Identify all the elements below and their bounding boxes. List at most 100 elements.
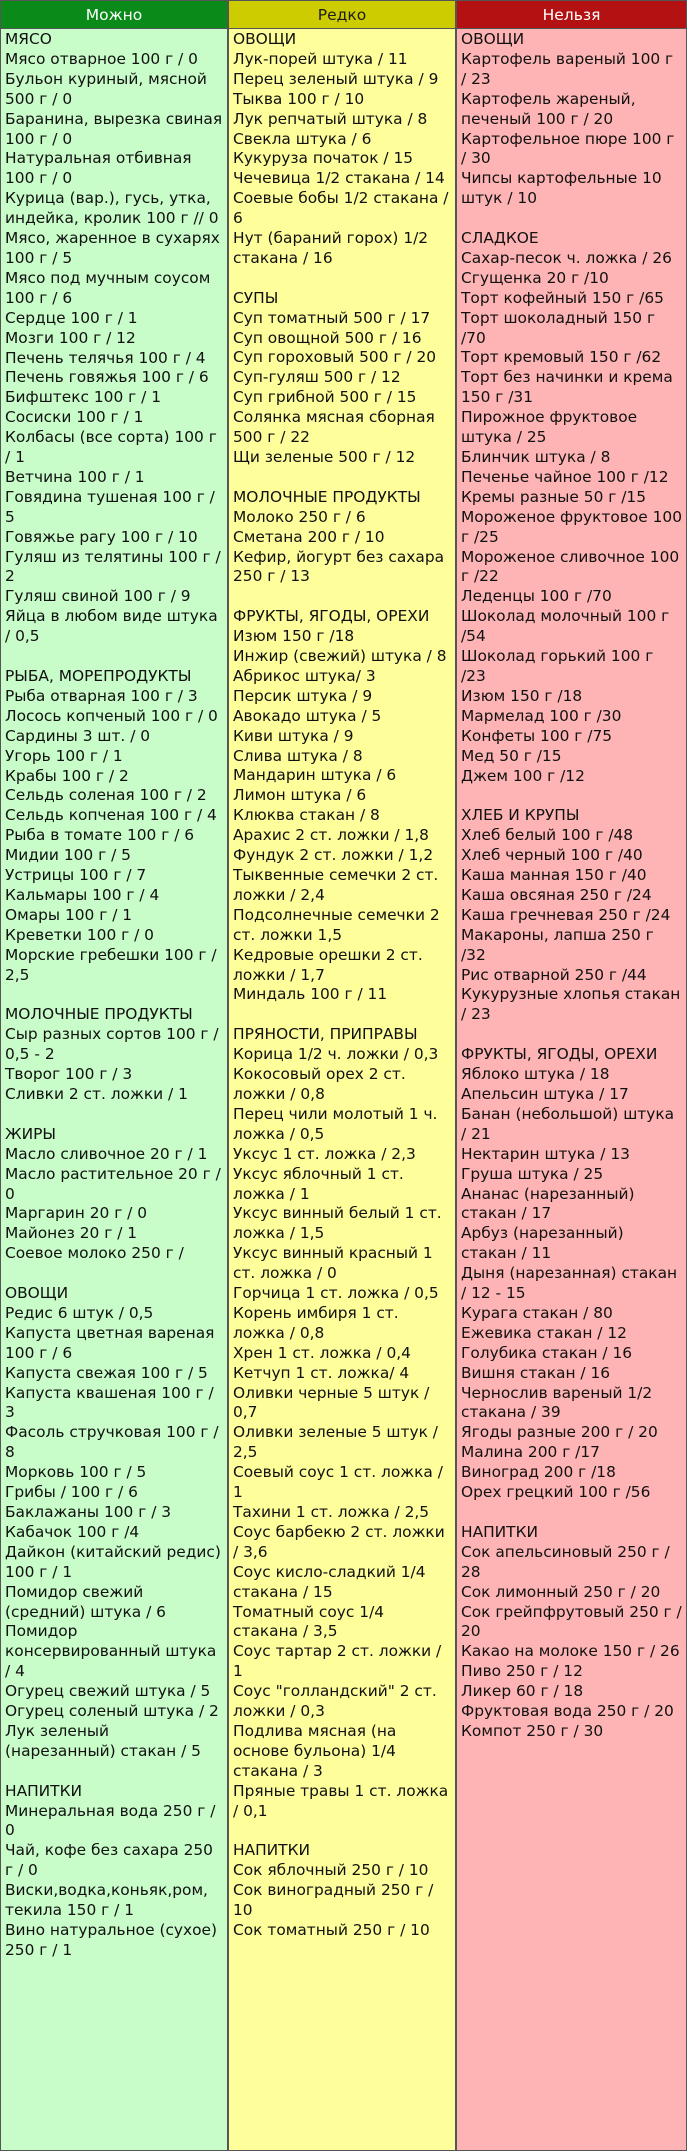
food-item: Мозги 100 г / 12	[5, 328, 136, 347]
food-section: ФРУКТЫ, ЯГОДЫ, ОРЕХИ Изюм 150 г /18 Инжир …	[233, 607, 451, 1005]
food-item: Слива штука / 8	[233, 746, 363, 765]
food-item: Пирожное фруктовое штука / 25	[461, 408, 638, 447]
food-item: Масло сливочное 20 г / 1	[5, 1144, 208, 1163]
food-item: Дайкон (китайский редис) 100 г / 1	[5, 1542, 221, 1581]
food-item: Молоко 250 г / 6	[233, 507, 366, 526]
food-item: Говядина тушеная 100 г / 5	[5, 487, 215, 526]
food-item: Устрицы 100 г / 7	[5, 866, 147, 885]
food-item: Ежевика стакан / 12	[461, 1323, 627, 1342]
food-item: Уксус 1 ст. ложка / 2,3	[233, 1144, 416, 1163]
food-item: Перец чили молотый 1 ч. ложка / 0,5	[233, 1104, 438, 1143]
food-item: Шоколад молочный 100 г /54	[461, 607, 670, 646]
food-item: Креветки 100 г / 0	[5, 925, 154, 944]
food-item: Соус барбекю 2 ст. ложки / 3,6	[233, 1522, 445, 1561]
food-section: НАПИТКИ Сок яблочный 250 г / 10 Сок виногр…	[233, 1841, 451, 1941]
food-item: Капуста свежая 100 г / 5	[5, 1363, 208, 1382]
food-section: МОЛОЧНЫЕ ПРОДУКТЫ Сыр разных сортов 100 г…	[5, 1005, 223, 1105]
food-item: Редис 6 штук / 0,5	[5, 1303, 154, 1322]
food-item: Чечевица 1/2 стакана / 14	[233, 169, 445, 188]
food-item: Тыква 100 г / 10	[233, 89, 365, 108]
section-title: ПРЯНОСТИ, ПРИПРАВЫ	[233, 1025, 418, 1044]
food-item: Уксус яблочный 1 ст. ложка / 1	[233, 1164, 404, 1203]
food-item: Гуляш свиной 100 г / 9	[5, 587, 191, 606]
food-item: Ветчина 100 г / 1	[5, 467, 145, 486]
food-item: Яйца в любом виде штука / 0,5	[5, 607, 218, 646]
food-item: Сельдь соленая 100 г / 2	[5, 786, 207, 805]
food-item: Ананас (нарезанный) стакан / 17	[461, 1184, 635, 1223]
food-item: Минеральная вода 250 г / 0	[5, 1801, 216, 1840]
food-item: Лук зеленый (нарезанный) стакан / 5	[5, 1721, 201, 1760]
food-item: Оливки зеленые 5 штук / 2,5	[233, 1423, 438, 1462]
food-item: Мандарин штука / 6	[233, 766, 397, 785]
food-item: Мясо, жаренное в сухарях 100 г / 5	[5, 229, 220, 267]
section-title: ОВОЩИ	[461, 30, 525, 48]
food-item: Мороженое сливочное 100 г /22	[461, 547, 680, 586]
food-item: Торт без начинки и крема 150 г /31	[461, 368, 673, 407]
section-title: ФРУКТЫ, ЯГОДЫ, ОРЕХИ	[233, 607, 430, 626]
food-item: Торт кофейный 150 г /65	[461, 288, 664, 307]
food-item: Груша штука / 25	[461, 1164, 604, 1183]
food-item: Капуста цветная вареная 100 г / 6	[5, 1323, 215, 1362]
food-item: Морские гребешки 100 г / 2,5	[5, 945, 217, 984]
food-section: РЫБА, МОРЕПРОДУКТЫ Рыба отварная 100 г / …	[5, 667, 223, 986]
section-title: МЯСО	[5, 30, 52, 48]
food-item: Сок лимонный 250 г / 20	[461, 1582, 661, 1601]
food-item: Колбасы (все сорта) 100 г / 1	[5, 428, 217, 467]
food-item: Уксус винный красный 1 ст. ложка / 0	[233, 1244, 433, 1283]
food-item: Сгущенка 20 г /10	[461, 268, 609, 287]
section-title: РЫБА, МОРЕПРОДУКТЫ	[5, 666, 192, 685]
food-item: Кремы разные 50 г /15	[461, 487, 647, 506]
food-item: Сок яблочный 250 г / 10	[233, 1861, 429, 1880]
rarely-column: Редко ОВОЩИ Лук-порей штука / 11 Перец зеле…	[228, 0, 456, 2151]
food-item: Тыквенные семечки 2 ст. ложки / 2,4	[233, 866, 439, 904]
food-item: Огурец соленый штука / 2	[5, 1702, 219, 1721]
food-item: Суп овощной 500 г / 16	[233, 328, 422, 347]
food-item: Вино натуральное (сухое) 250 г / 1	[5, 1921, 218, 1959]
food-item: Бифштекс 100 г / 1	[5, 388, 162, 407]
food-item: Миндаль 100 г / 11	[233, 985, 388, 1004]
food-item: Маргарин 20 г / 0	[5, 1204, 148, 1223]
food-item: Виноград 200 г /18	[461, 1463, 616, 1482]
food-item: Джем 100 г /12	[461, 766, 585, 785]
food-item: Шоколад горький 100 г /23	[461, 647, 654, 685]
food-item: Сок томатный 250 г / 10	[233, 1921, 430, 1940]
food-item: Персик штука / 9	[233, 686, 373, 705]
food-item: Торт кремовый 150 г /62	[461, 348, 662, 367]
food-section: ОВОЩИ Лук-порей штука / 11 Перец зеленый ш…	[233, 30, 451, 269]
food-item: Кальмары 100 г / 4	[5, 885, 160, 904]
food-item: Пиво 250 г / 12	[461, 1662, 583, 1681]
column-header: Редко	[229, 1, 455, 29]
food-item: Чернослив вареный 1/2 стакана / 39	[461, 1383, 653, 1422]
food-item: Кабачок 100 г /4	[5, 1522, 140, 1541]
food-item: Рис отварной 250 г /44	[461, 965, 647, 984]
section-title: СУПЫ	[233, 288, 279, 307]
food-item: Какао на молоке 150 г / 26	[461, 1642, 680, 1661]
food-item: Орех грецкий 100 г /56	[461, 1483, 651, 1502]
food-item: Картофель жареный, печеный 100 г / 20	[461, 89, 636, 128]
food-item: Суп гороховый 500 г / 20	[233, 348, 437, 367]
food-item: Ягоды разные 200 г / 20	[461, 1423, 658, 1442]
forbidden-column: Нельзя ОВОЩИ Картофель вареный 100 г / 23 К…	[456, 0, 687, 2151]
section-title: МОЛОЧНЫЕ ПРОДУКТЫ	[233, 487, 421, 506]
food-item: Майонез 20 г / 1	[5, 1224, 138, 1243]
food-item: Мороженое фруктовое 100 г /25	[461, 507, 682, 546]
food-item: Фруктовая вода 250 г / 20	[461, 1702, 674, 1721]
food-item: Кукурузные хлопья стакан / 23	[461, 985, 681, 1024]
food-item: Каша гречневая 250 г /24	[461, 905, 671, 924]
food-item: Сыр разных сортов 100 г / 0,5 - 2	[5, 1025, 219, 1064]
food-item: Сердце 100 г / 1	[5, 308, 138, 327]
section-title: НАПИТКИ	[233, 1841, 311, 1860]
food-item: Клюква стакан / 8	[233, 806, 380, 825]
food-item: Изюм 150 г /18	[233, 627, 355, 646]
food-item: Оливки черные 5 штук / 0,7	[233, 1383, 430, 1422]
food-item: Соус "голландский" 2 ст. ложки / 0,3	[233, 1682, 437, 1721]
section-title: ОВОЩИ	[233, 30, 297, 48]
food-item: Угорь 100 г / 1	[5, 746, 123, 765]
food-item: Суп-гуляш 500 г / 12	[233, 368, 401, 387]
food-section: ХЛЕБ И КРУПЫ Хлеб белый 100 г /48 Хлеб чер…	[461, 806, 682, 1025]
food-item: Кетчуп 1 ст. ложка/ 4	[233, 1363, 410, 1382]
food-item: Баранина, вырезка свиная 100 г / 0	[5, 109, 223, 148]
food-item: Хлеб белый 100 г /48	[461, 826, 634, 845]
food-item: Сметана 200 г / 10	[233, 527, 385, 546]
food-item: Бульон куриный, мясной 500 г / 0	[5, 69, 207, 108]
